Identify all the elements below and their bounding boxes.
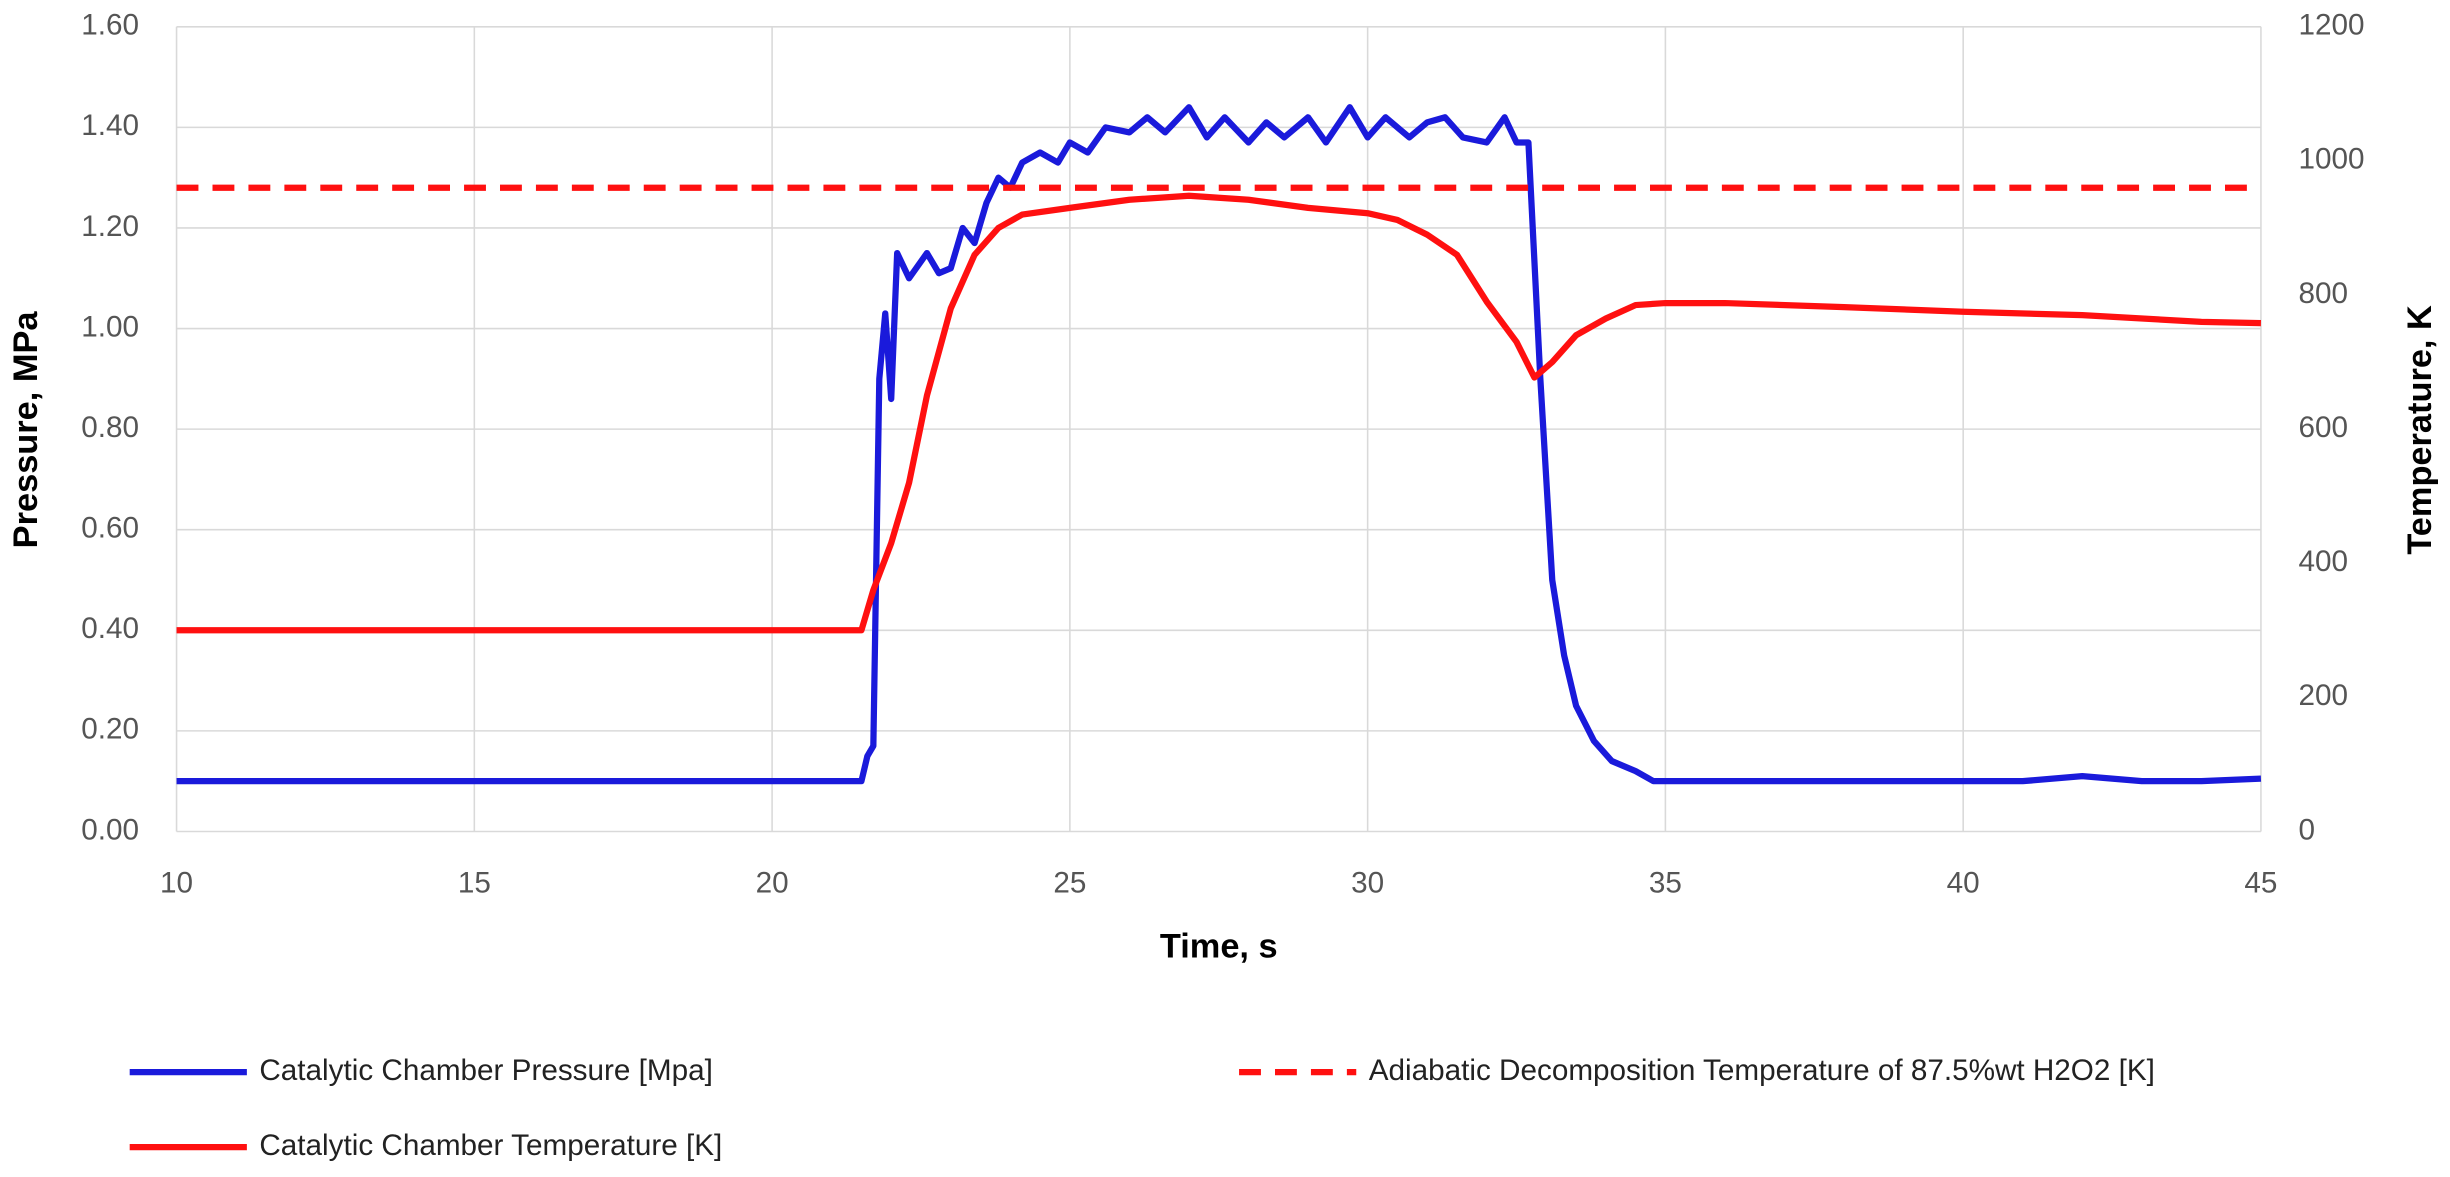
y2-tick-label: 0 [2298,813,2315,846]
y2-axis-title: Temperature, K [2401,305,2439,555]
legend-label: Adiabatic Decomposition Temperature of 8… [1369,1054,2155,1087]
y2-tick-label: 800 [2298,277,2348,310]
y2-tick-label: 1200 [2298,9,2364,42]
y2-tick-label: 1000 [2298,143,2364,176]
x-tick-label: 45 [2244,866,2277,899]
legend-label: Catalytic Chamber Temperature [K] [259,1129,722,1162]
y-tick-label: 0.60 [81,512,139,545]
x-tick-label: 15 [458,866,491,899]
y-tick-label: 0.00 [81,813,139,846]
x-tick-label: 20 [756,866,789,899]
y-tick-label: 0.40 [81,612,139,645]
x-tick-label: 40 [1947,866,1980,899]
y2-tick-label: 600 [2298,411,2348,444]
y-tick-label: 1.40 [81,109,139,142]
x-tick-label: 30 [1351,866,1384,899]
y2-tick-label: 400 [2298,545,2348,578]
y-tick-label: 1.20 [81,210,139,243]
x-tick-label: 25 [1053,866,1086,899]
series-line [176,104,2262,785]
y-tick-label: 0.20 [81,713,139,746]
legend-label: Catalytic Chamber Pressure [Mpa] [259,1054,712,1087]
x-tick-label: 10 [160,866,193,899]
x-axis-title: Time, s [1160,928,1278,966]
y-tick-label: 0.80 [81,411,139,444]
series-line [176,192,2262,634]
y2-tick-label: 200 [2298,679,2348,712]
y-tick-label: 1.60 [81,9,139,42]
y-axis-title: Pressure, MPa [7,311,45,549]
x-tick-label: 35 [1649,866,1682,899]
y-tick-label: 1.00 [81,310,139,343]
